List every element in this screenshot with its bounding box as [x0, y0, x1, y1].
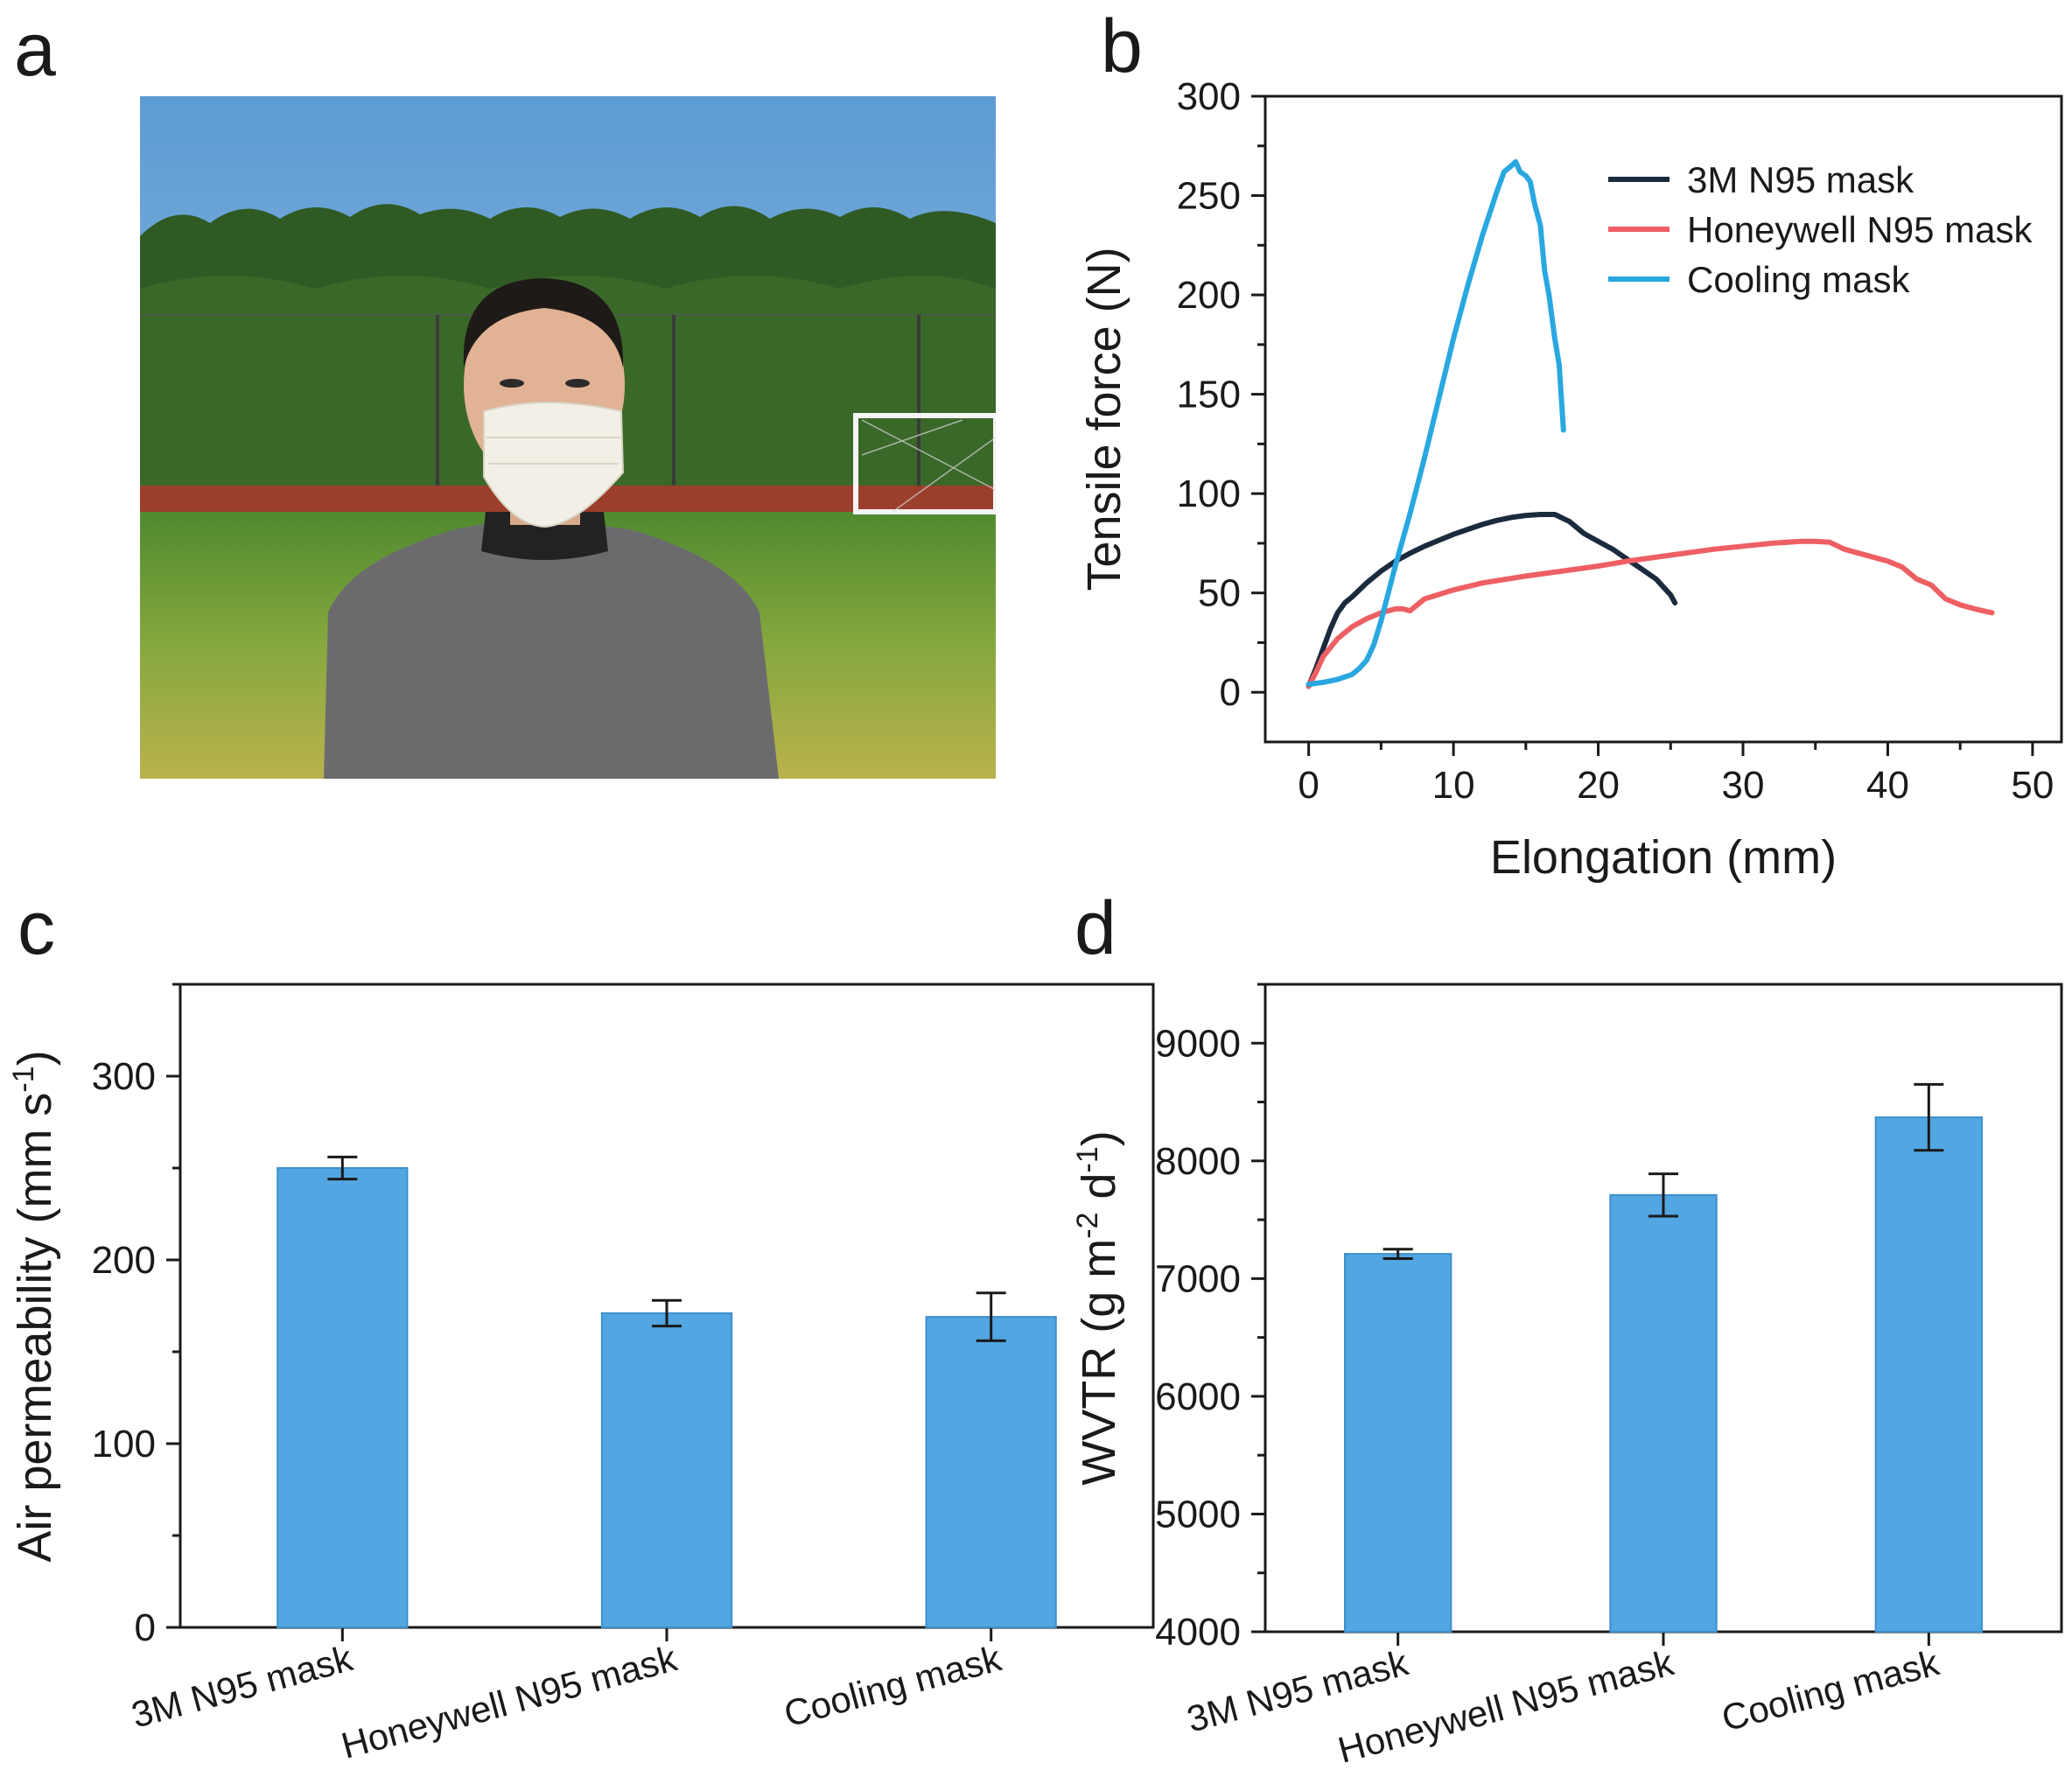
y-tick-label-d: 8000: [1155, 1140, 1241, 1183]
y-tick-label-b: 50: [1198, 572, 1241, 615]
y-tick-label-b: 0: [1220, 671, 1241, 714]
x-tick-label-b: 30: [1722, 764, 1765, 807]
x-tick-label-b: 40: [1866, 764, 1909, 807]
panel-label-b: b: [1101, 4, 1143, 88]
y-tick-label-c: 200: [92, 1239, 156, 1282]
y-tick-label-d: 5000: [1155, 1493, 1241, 1536]
y-tick-label-b: 200: [1177, 274, 1241, 317]
masked-person-photo-icon: [140, 96, 996, 779]
tensile-chart: 0 10 20 30 40 50 0 50 100 150 200 250 300 3M N95 mas…: [1078, 75, 2063, 884]
y-tick-label-d: 6000: [1155, 1375, 1241, 1418]
bar-d: [1344, 1253, 1452, 1634]
bar-c: [600, 1312, 733, 1629]
panel-label-d: d: [1074, 886, 1116, 970]
bar-d: [1609, 1193, 1718, 1633]
series-line-series_honeywell: [1306, 538, 1995, 689]
y-tick-label-d: 4000: [1155, 1611, 1241, 1654]
y-axis-label-c: Air permeability (mm s-1): [7, 1050, 61, 1562]
y-axis-label-b: Tensile force (N): [1078, 247, 1130, 591]
x-tick-label-b: 10: [1432, 764, 1475, 807]
y-axis-label-d: WVTR (g m-2 d-1): [1071, 1130, 1125, 1485]
x-axis-label-b: Elongation (mm): [1490, 831, 1837, 884]
y-tick-label-c: 100: [92, 1423, 156, 1466]
y-tick-label-d: 7000: [1155, 1257, 1241, 1300]
y-tick-label-d: 9000: [1155, 1022, 1241, 1065]
x-tick-label-b: 50: [2011, 764, 2054, 807]
y-tick-label-c: 300: [92, 1055, 156, 1098]
x-tick-label-b: 20: [1577, 764, 1620, 807]
bar-d: [1874, 1116, 1984, 1633]
legend-label: Honeywell N95 mask: [1687, 209, 2033, 250]
legend-label: Cooling mask: [1687, 259, 1910, 300]
bar-c: [276, 1167, 409, 1628]
y-tick-label-b: 300: [1177, 75, 1241, 118]
series-line-series_3m: [1306, 512, 1678, 689]
y-tick-label-c: 0: [135, 1606, 156, 1649]
category-label-c: Cooling mask: [780, 1637, 1006, 1735]
legend-label: 3M N95 mask: [1687, 159, 1914, 200]
panel-label-a: a: [14, 8, 56, 92]
panel-label-c: c: [18, 886, 55, 970]
bar-c: [925, 1316, 1057, 1628]
category-label-c: 3M N95 mask: [127, 1637, 357, 1736]
y-tick-label-b: 250: [1177, 175, 1241, 218]
y-tick-label-b: 100: [1177, 472, 1241, 515]
category-label-c: Honeywell N95 mask: [337, 1637, 682, 1767]
y-tick-label-b: 150: [1177, 374, 1241, 416]
x-tick-label-b: 0: [1298, 764, 1319, 807]
category-label-d: Cooling mask: [1718, 1641, 1944, 1739]
series-line-series_cooling: [1306, 158, 1566, 688]
